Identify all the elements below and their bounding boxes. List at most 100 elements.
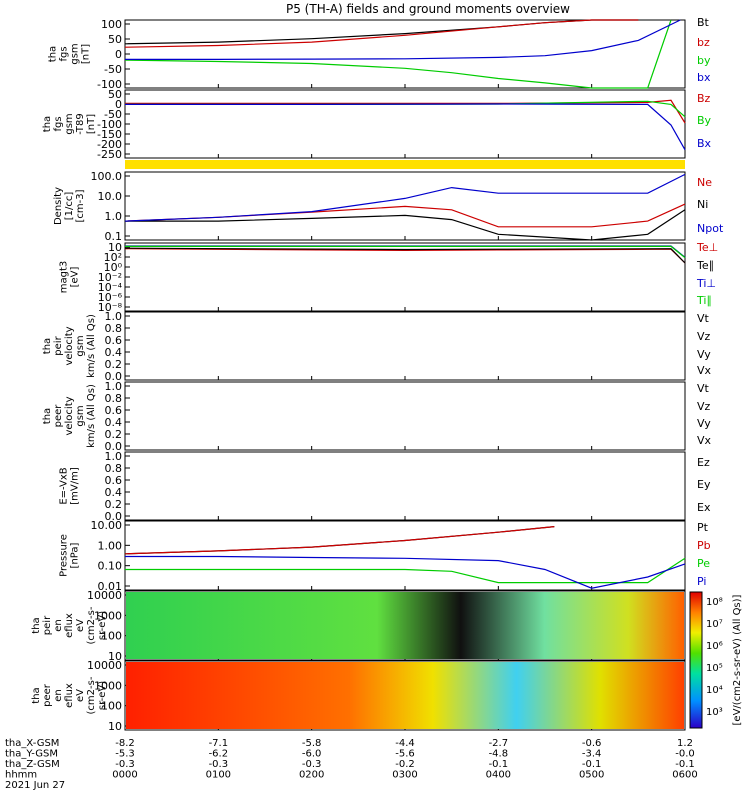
y-tick-label: 10 <box>108 241 122 254</box>
axis-value: -5.6 <box>395 749 415 760</box>
axis-value: -5.3 <box>115 749 135 760</box>
legend-Pe: Pe <box>697 557 710 570</box>
panel-frame <box>124 381 686 451</box>
y-tick-label: 0.0 <box>105 510 123 523</box>
y-axis-label: eflux <box>64 613 75 638</box>
y-tick-label: 0 <box>115 48 122 61</box>
y-axis-label: tha <box>31 617 42 633</box>
y-tick-label: 0.4 <box>105 486 123 499</box>
panel-peir_eflux: 10000 1000 100 10 tha peir en eflux eV (cm2-s-sr-… <box>31 589 686 663</box>
legend-Vz: Vz <box>697 330 711 343</box>
y-tick-label: 10⁻⁴ <box>98 281 123 294</box>
colorbar: 10⁸ 10⁷ 10⁶ 10⁵ 10⁴ 10³ [eV/(cm2-s-sr-eV) (All… <box>689 591 743 729</box>
axis-value: 0000 <box>112 770 137 781</box>
axis-row-label: tha_X-GSM <box>5 738 59 749</box>
y-axis-label: velocity <box>64 326 75 365</box>
y-tick-label: 0.8 <box>105 322 123 335</box>
y-axis-label: tha <box>31 687 42 703</box>
axis-value: -0.6 <box>582 738 602 749</box>
axis-value: -0.1 <box>489 759 509 770</box>
panel-density: 100.0 10.0 1.0 0.1 Density [1/cc] [cm-3] Ne Ni Np… <box>53 170 724 243</box>
y-axis-label: peir <box>53 335 64 355</box>
colorbar-tick: 10⁷ <box>706 619 723 630</box>
y-tick-label: 1.0 <box>105 210 123 223</box>
y-axis-label: gsm <box>70 43 81 64</box>
y-tick-label: 0.01 <box>98 580 123 593</box>
colorbar-tick: 10⁵ <box>706 663 723 674</box>
y-tick-label: 50 <box>108 33 122 46</box>
y-tick-label: 1.0 <box>105 310 123 323</box>
y-axis-label: eflux <box>64 683 75 708</box>
series-line-Ti⊥ <box>125 245 686 258</box>
y-tick-label: 0.10 <box>98 560 123 573</box>
legend-Pb: Pb <box>697 539 711 552</box>
axis-value: 0600 <box>672 770 697 781</box>
series-line-Ni <box>125 209 686 241</box>
y-axis-label: tha <box>42 116 53 132</box>
y-tick-label: 0.2 <box>105 358 123 371</box>
y-tick-label: 1.0 <box>105 380 123 393</box>
series-line-Te∥ <box>124 247 686 264</box>
y-axis-label: Pressure <box>59 534 70 577</box>
y-axis-label: eV <box>75 689 86 702</box>
y-axis-label: [mV/m] <box>70 467 81 505</box>
y-tick-label: 0.6 <box>105 334 123 347</box>
colorbar-tick: 10³ <box>706 707 723 718</box>
y-tick-label: 100 <box>101 630 122 643</box>
y-tick-label: 10⁻⁶ <box>98 291 123 304</box>
series-line-Pi <box>125 555 686 589</box>
y-tick-label: -250 <box>97 148 122 161</box>
legend-Vt: Vt <box>697 312 710 325</box>
y-tick-label: 10 <box>108 720 122 733</box>
y-tick-label: 0.4 <box>105 346 123 359</box>
legend-Ti⊥: Ti⊥ <box>696 277 716 290</box>
axis-value: -3.4 <box>582 749 602 760</box>
y-axis-label: km/s (All Qs) <box>86 314 97 378</box>
axis-row-label: hhmm <box>5 770 37 781</box>
axis-value: 0300 <box>392 770 417 781</box>
y-axis-label: [nT] <box>81 44 92 64</box>
legend-by: by <box>697 54 711 67</box>
y-axis-label: eV <box>75 619 86 632</box>
panel-fgs_gsm_dip: 500-50-100-150-200-250 tha fgs gsm -T89 [nT] B… <box>42 88 712 161</box>
axis-value: -4.8 <box>489 749 509 760</box>
y-tick-label: -100 <box>97 78 122 91</box>
status-bar <box>125 160 685 169</box>
legend-Ti∥: Ti∥ <box>696 294 712 307</box>
y-tick-label: 1.0 <box>105 450 123 463</box>
legend-Te∥: Te∥ <box>696 259 714 272</box>
legend-Ni: Ni <box>697 198 708 211</box>
axis-value: -6.2 <box>209 749 229 760</box>
axis-value: 0400 <box>486 770 511 781</box>
panel-frame <box>124 242 686 312</box>
y-axis-label: (cm2-s- <box>86 676 97 714</box>
legend-Pi: Pi <box>697 575 706 588</box>
axis-value: -4.4 <box>395 738 415 749</box>
y-tick-label: 10000 <box>87 589 122 602</box>
y-tick-label: 50 <box>108 88 122 101</box>
y-tick-label: 0.4 <box>105 416 123 429</box>
legend-Vx: Vx <box>697 364 712 377</box>
y-axis-label: km/s (All Qs) <box>86 384 97 448</box>
legend-Ex: Ex <box>697 501 711 514</box>
y-tick-label: 10⁰ <box>104 261 123 274</box>
y-axis-label: velocity <box>64 396 75 435</box>
y-tick-label: 100 <box>101 700 122 713</box>
axis-value: -0.1 <box>582 759 602 770</box>
y-tick-label: 1000 <box>94 679 122 692</box>
y-tick-label: 10000 <box>87 659 122 672</box>
axis-row-label: tha_Y-GSM <box>5 749 58 760</box>
spectrogram <box>126 662 684 729</box>
legend-Bz: Bz <box>697 92 711 105</box>
y-axis-label: [1/cc] <box>64 192 75 221</box>
y-tick-label: -200 <box>97 138 122 151</box>
y-axis-label: peer <box>53 404 64 428</box>
legend-By: By <box>697 114 712 127</box>
axis-value: -0.3 <box>209 759 229 770</box>
panel-fgs_gsm: 100 50 0 -50 -100 tha fgs gsm [nT] Bt bz by bx <box>48 16 711 91</box>
y-tick-label: 1.00 <box>98 539 123 552</box>
legend-Te⊥: Te⊥ <box>696 241 718 254</box>
